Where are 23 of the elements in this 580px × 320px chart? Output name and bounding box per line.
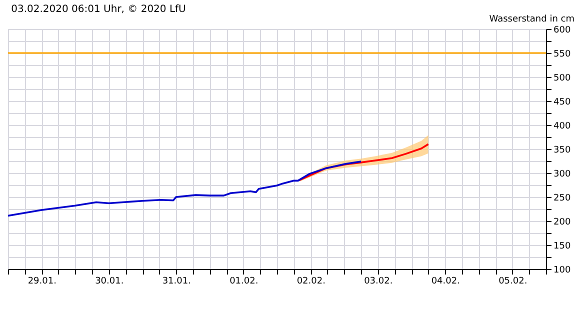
y-tick-label: 100 [554, 266, 571, 276]
x-tick-label: 30.01. [95, 276, 124, 286]
y-tick-label: 350 [554, 146, 571, 156]
y-tick-label: 400 [554, 122, 571, 132]
y-tick-label: 450 [554, 98, 571, 108]
x-tick-label: 03.02. [364, 276, 393, 286]
y-axis-title: Wasserstand in cm [489, 14, 574, 24]
y-tick-label: 150 [554, 242, 571, 252]
x-tick-label: 02.02. [296, 276, 326, 286]
x-tick-label: 05.02. [498, 276, 528, 286]
y-tick-label: 250 [554, 194, 571, 204]
y-tick-label: 500 [554, 74, 571, 84]
y-tick-label: 300 [554, 170, 571, 180]
x-tick-label: 04.02. [431, 276, 460, 286]
x-tick-label: 01.02. [230, 276, 258, 286]
line-series [7, 160, 362, 217]
y-tick-label: 550 [554, 50, 571, 60]
x-tick-label: 31.01. [162, 276, 191, 286]
y-tick-label: 200 [554, 218, 571, 228]
chart-title: 03.02.2020 06:01 Uhr, © 2020 LfU [11, 4, 186, 15]
x-tick-label: 29.01. [28, 276, 56, 286]
y-tick-label: 600 [554, 26, 571, 36]
line-series [298, 143, 430, 182]
